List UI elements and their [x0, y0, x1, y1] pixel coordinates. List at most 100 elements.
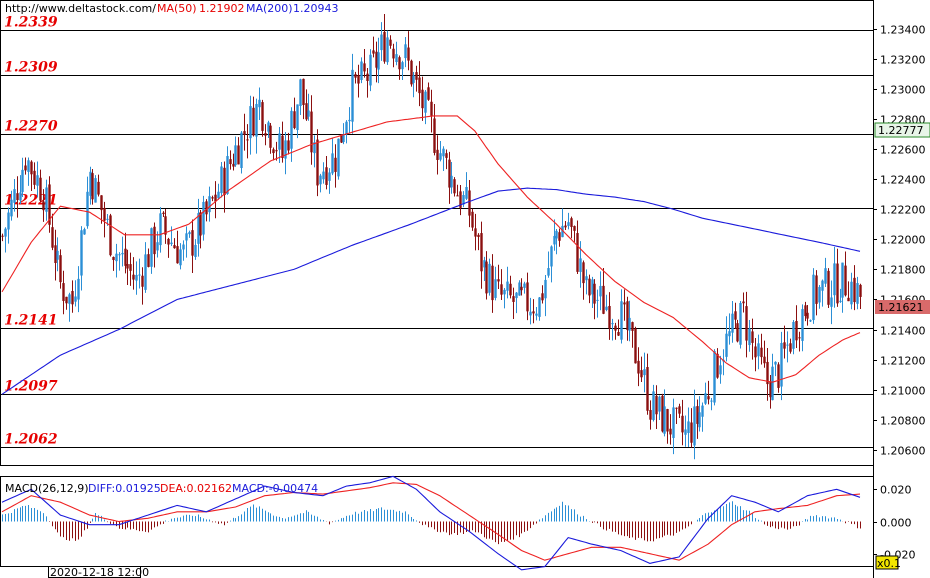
candle-body — [844, 265, 847, 296]
candle-body — [430, 101, 433, 116]
candle-body — [147, 254, 150, 267]
candle-body — [284, 140, 287, 159]
candle-body — [748, 328, 751, 346]
macd-dea-line — [1, 482, 861, 561]
candle-body — [754, 346, 757, 358]
candle-body — [354, 74, 357, 78]
candle-body — [261, 102, 264, 131]
candle-body — [529, 311, 532, 316]
candle-body — [859, 284, 862, 297]
marked-price-label: 1.22777 — [878, 124, 924, 137]
level-label: 1.2062 — [4, 432, 58, 448]
candle-body — [249, 106, 252, 139]
candle-body — [614, 325, 617, 331]
candle-body — [383, 31, 386, 62]
candle-body — [777, 364, 780, 388]
candle-body — [51, 227, 54, 248]
candle-body — [325, 167, 328, 185]
candle-body — [16, 193, 19, 201]
level-label: 1.2270 — [4, 119, 58, 135]
candle-body — [763, 356, 766, 364]
candle-body — [658, 396, 661, 412]
candle-body — [115, 253, 118, 262]
candle-body — [669, 428, 672, 435]
candle-body — [380, 34, 383, 51]
candle-body — [450, 175, 453, 188]
candle-body — [48, 184, 51, 225]
candle-body — [579, 258, 582, 272]
current-price-label: 1.21621 — [878, 301, 924, 314]
candle-body — [275, 150, 278, 152]
candle-body — [208, 196, 211, 213]
ma50-line — [1, 115, 861, 383]
candle-body — [10, 199, 13, 217]
zoom-label[interactable]: x0.1 — [877, 557, 901, 570]
candle-body — [471, 211, 474, 228]
candle-body — [153, 226, 156, 255]
candle-body — [68, 294, 71, 304]
candle-body — [847, 297, 850, 302]
candle-body — [804, 305, 807, 317]
candle-body — [570, 218, 573, 227]
candle-body — [582, 262, 585, 284]
candle-body — [681, 415, 684, 433]
candle-body — [704, 393, 707, 404]
candle-body — [305, 103, 308, 120]
candle-body — [518, 282, 521, 296]
candle-body — [39, 177, 42, 201]
candle-body — [491, 265, 494, 301]
candle-body — [30, 161, 33, 175]
candle-body — [194, 244, 197, 257]
candle-body — [448, 159, 451, 188]
candle-body — [97, 181, 100, 195]
candle-body — [541, 293, 544, 301]
candle-body — [211, 197, 214, 199]
candle-body — [74, 296, 77, 302]
candle-body — [415, 72, 418, 80]
candle-body — [296, 104, 299, 131]
candle-body — [392, 48, 395, 59]
candle-body — [255, 103, 258, 137]
macd-diff-line — [1, 475, 861, 571]
candle-body — [19, 192, 22, 201]
candle-body — [515, 292, 518, 299]
candle-body — [24, 165, 27, 171]
candle-body — [841, 262, 844, 298]
candle-body — [760, 347, 763, 358]
candle-body — [112, 256, 115, 261]
candle-body — [334, 157, 337, 172]
candle-body — [456, 195, 459, 197]
macd-histogram — [2, 501, 861, 545]
candle-body — [267, 122, 270, 132]
candle-body — [806, 312, 809, 319]
candle-body — [45, 187, 48, 212]
candle-body — [506, 281, 509, 291]
candle-body — [205, 201, 208, 215]
candle-body — [728, 331, 731, 337]
candle-body — [523, 283, 526, 288]
candle-body — [252, 107, 255, 136]
candle-body — [410, 60, 413, 85]
candle-body — [591, 279, 594, 295]
candle-body — [453, 179, 456, 194]
candle-body — [739, 302, 742, 345]
candle-body — [567, 222, 570, 226]
candle-body — [377, 52, 380, 70]
candle-body — [307, 110, 310, 117]
site-url: http://www.deltastock.com/ — [5, 2, 156, 15]
candle-body — [474, 228, 477, 237]
level-label: 1.2097 — [4, 379, 58, 395]
candle-body — [188, 232, 191, 235]
candle-body — [56, 250, 59, 260]
candle-body — [564, 225, 567, 228]
candle-body — [643, 369, 646, 376]
candle-body — [13, 189, 16, 203]
candle-body — [316, 139, 319, 186]
price-tick-label: 1.21200 — [880, 355, 926, 368]
candle-body — [631, 322, 634, 331]
candle-body — [214, 194, 217, 202]
candle-body — [605, 306, 608, 310]
candle-body — [798, 337, 801, 339]
zoom-box — [875, 555, 899, 570]
